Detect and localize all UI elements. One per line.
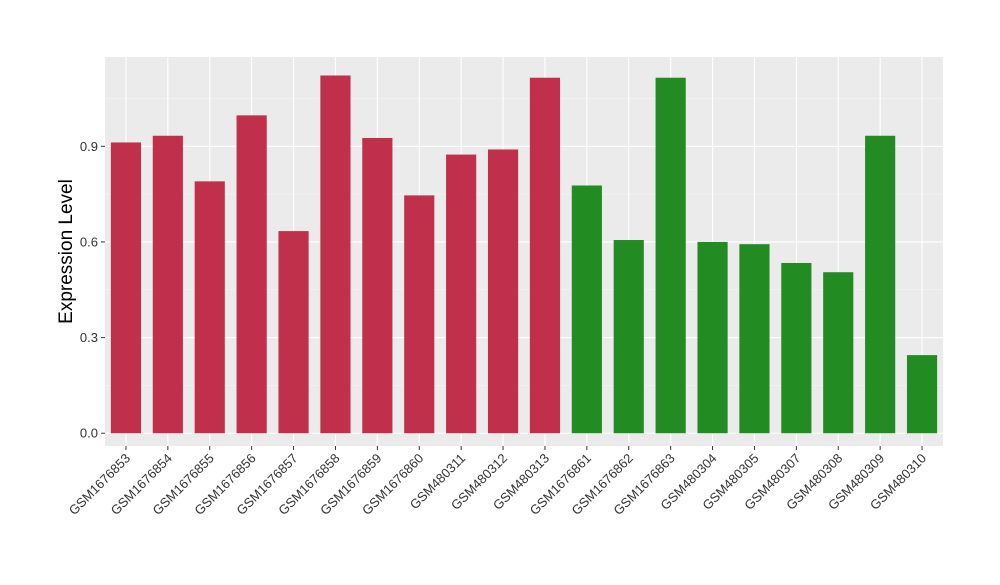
bar-GSM1676863 xyxy=(655,77,686,434)
bar-GSM1676859 xyxy=(362,137,393,434)
bars xyxy=(110,75,938,434)
bar-GSM480304 xyxy=(697,241,728,434)
bar-GSM1676862 xyxy=(613,240,644,434)
bar-GSM480307 xyxy=(781,262,812,434)
y-axis-title: Expression Level xyxy=(56,179,77,324)
bar-GSM480308 xyxy=(823,272,854,434)
bar-GSM1676858 xyxy=(320,75,351,434)
bar-GSM480312 xyxy=(487,149,519,434)
bar-GSM480305 xyxy=(739,244,770,434)
bar-GSM480310 xyxy=(906,355,938,434)
y-tick-label: 0.6 xyxy=(80,234,98,249)
bar-GSM1676853 xyxy=(110,142,142,434)
x-axis: GSM1676853GSM1676854GSM1676855GSM1676856… xyxy=(66,446,929,518)
bar-GSM1676854 xyxy=(152,135,183,434)
bar-GSM1676861 xyxy=(571,185,602,434)
bar-GSM1676860 xyxy=(404,195,435,434)
bar-GSM1676857 xyxy=(278,231,309,434)
y-tick-label: 0.3 xyxy=(80,330,98,345)
y-tick-label: 0.9 xyxy=(80,139,98,154)
bar-GSM1676856 xyxy=(236,115,267,434)
y-axis: 0.0 0.3 0.6 0.9 xyxy=(80,139,105,441)
plot-background xyxy=(105,57,943,446)
bar-GSM480309 xyxy=(865,135,896,434)
bar-GSM480311 xyxy=(446,154,477,434)
y-tick-label: 0.0 xyxy=(80,426,98,441)
bar-GSM1676855 xyxy=(194,181,225,434)
bar-GSM480313 xyxy=(529,77,561,434)
